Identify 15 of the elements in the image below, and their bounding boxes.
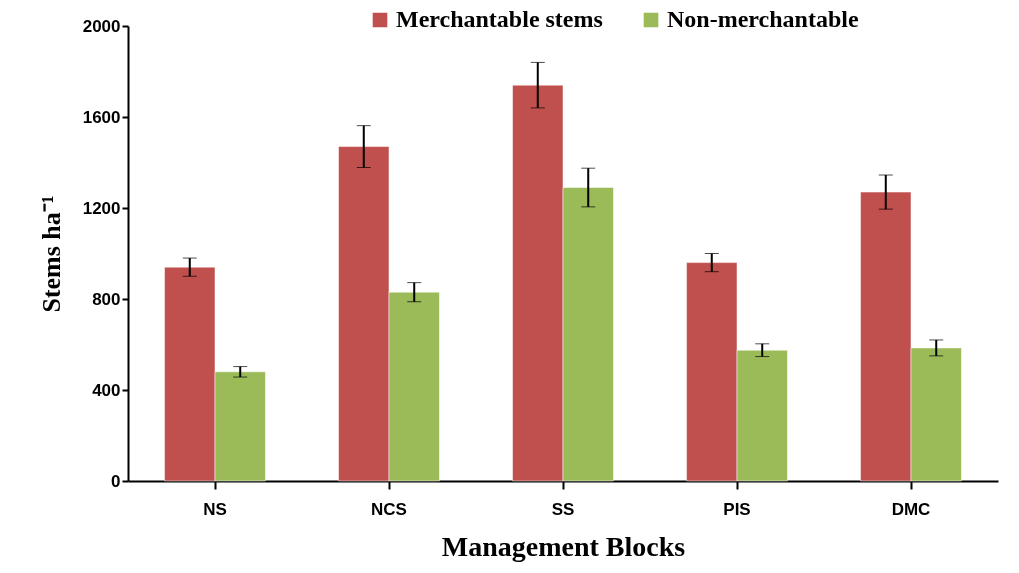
y-axis-title: Stems ha⁻¹ [36,195,66,313]
y-tick-label: 1200 [82,198,121,218]
y-tick-label: 0 [111,471,121,491]
y-tick-label: 1600 [82,107,121,127]
legend-label: Merchantable stems [396,6,603,32]
x-tick-label: DMC [891,499,931,519]
x-tick-label: NS [203,499,227,519]
x-axis-title: Management Blocks [441,530,686,562]
y-tick-label: 400 [92,380,121,400]
legend-label: Non-merchantable [667,6,859,32]
y-tick-label: 800 [92,289,121,309]
x-tick-label: PIS [723,499,751,519]
x-tick-label: NCS [371,499,407,519]
x-tick-label: SS [551,499,575,519]
y-tick-label: 2000 [82,16,121,36]
